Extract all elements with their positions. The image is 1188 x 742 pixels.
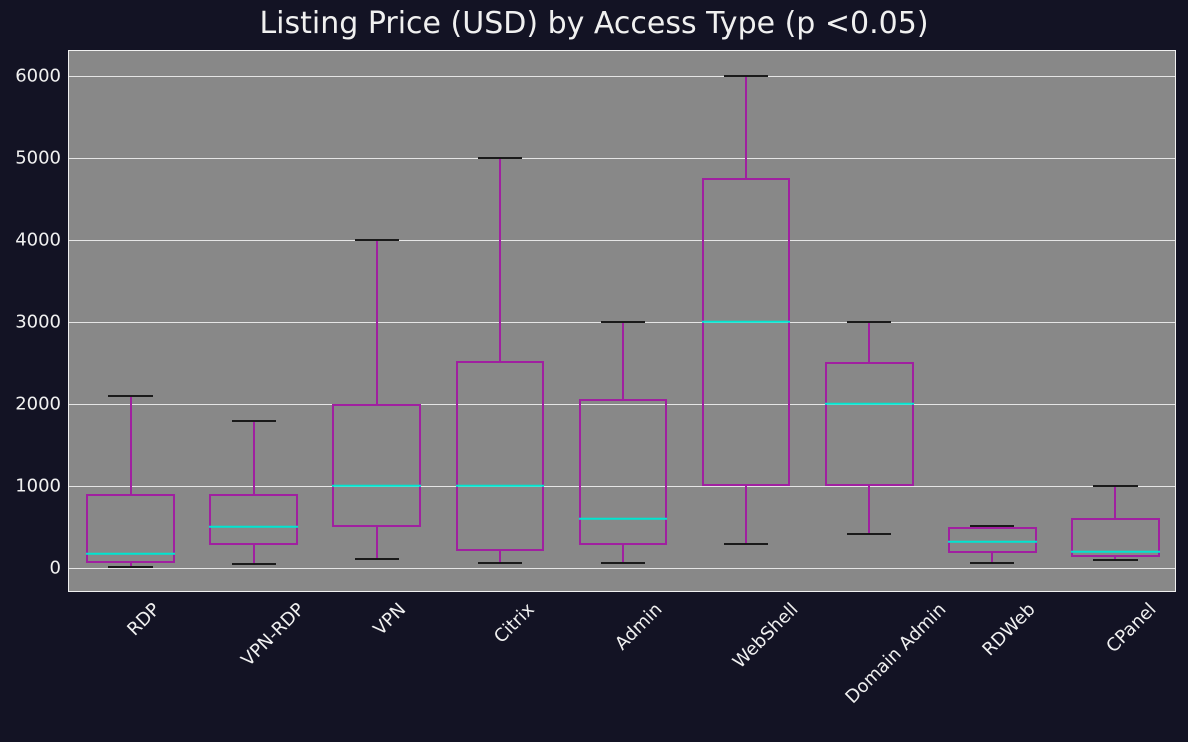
xtick-label: RDP [123,599,164,640]
whisker [376,240,378,404]
xtick-label: CPanel [1103,599,1161,657]
whisker [253,545,255,564]
whisker-cap [478,157,522,159]
whisker-cap [108,395,152,397]
whisker-cap [847,321,891,323]
whisker-cap [1093,559,1137,561]
whisker [622,545,624,564]
median-line [702,321,791,323]
chart-title: Listing Price (USD) by Access Type (p <0… [0,6,1188,41]
median-line [332,485,421,487]
ytick-label: 1000 [15,476,61,497]
whisker-cap [108,566,152,568]
whisker [868,486,870,534]
ytick-label: 4000 [15,229,61,250]
whisker-cap [1093,485,1137,487]
whisker-cap [601,562,645,564]
boxplot-box [579,399,668,544]
median-line [1071,551,1160,553]
xtick-label: Citrix [490,599,539,648]
whisker [499,158,501,362]
whisker [253,421,255,495]
whisker-cap [355,558,399,560]
whisker-cap [232,563,276,565]
whisker-cap [724,75,768,77]
whisker-cap [724,543,768,545]
ytick-label: 3000 [15,312,61,333]
whisker [1114,486,1116,518]
whisker [868,322,870,362]
gridline [69,158,1175,159]
ytick-label: 6000 [15,65,61,86]
xtick-label: Admin [611,599,666,654]
ytick-label: 5000 [15,147,61,168]
whisker [622,322,624,399]
xtick-label: RDWeb [979,599,1040,660]
whisker-cap [232,420,276,422]
median-line [579,518,668,520]
whisker-cap [478,562,522,564]
boxplot-box [332,404,421,527]
whisker [130,396,132,495]
boxplot-box [456,361,545,551]
gridline [69,240,1175,241]
whisker-cap [847,533,891,535]
ytick-label: 0 [50,558,61,579]
whisker-cap [601,321,645,323]
xtick-label: VPN-RDP [237,599,309,671]
median-line [825,403,914,405]
boxplot-box [825,362,914,486]
whisker [376,527,378,558]
xtick-label: VPN [369,599,410,640]
whisker-cap [355,239,399,241]
plot-area: 0100020003000400050006000RDPVPN-RDPVPNCi… [68,50,1176,592]
xtick-label: Domain Admin [842,599,951,708]
ytick-label: 2000 [15,394,61,415]
median-line [456,485,545,487]
median-line [86,553,175,555]
whisker [745,486,747,543]
whisker [745,76,747,179]
median-line [948,541,1037,543]
gridline [69,568,1175,569]
gridline [69,76,1175,77]
boxplot-box [209,494,298,545]
median-line [209,526,298,528]
boxplot-box [702,178,791,486]
whisker-cap [970,562,1014,564]
xtick-label: WebShell [729,599,803,673]
